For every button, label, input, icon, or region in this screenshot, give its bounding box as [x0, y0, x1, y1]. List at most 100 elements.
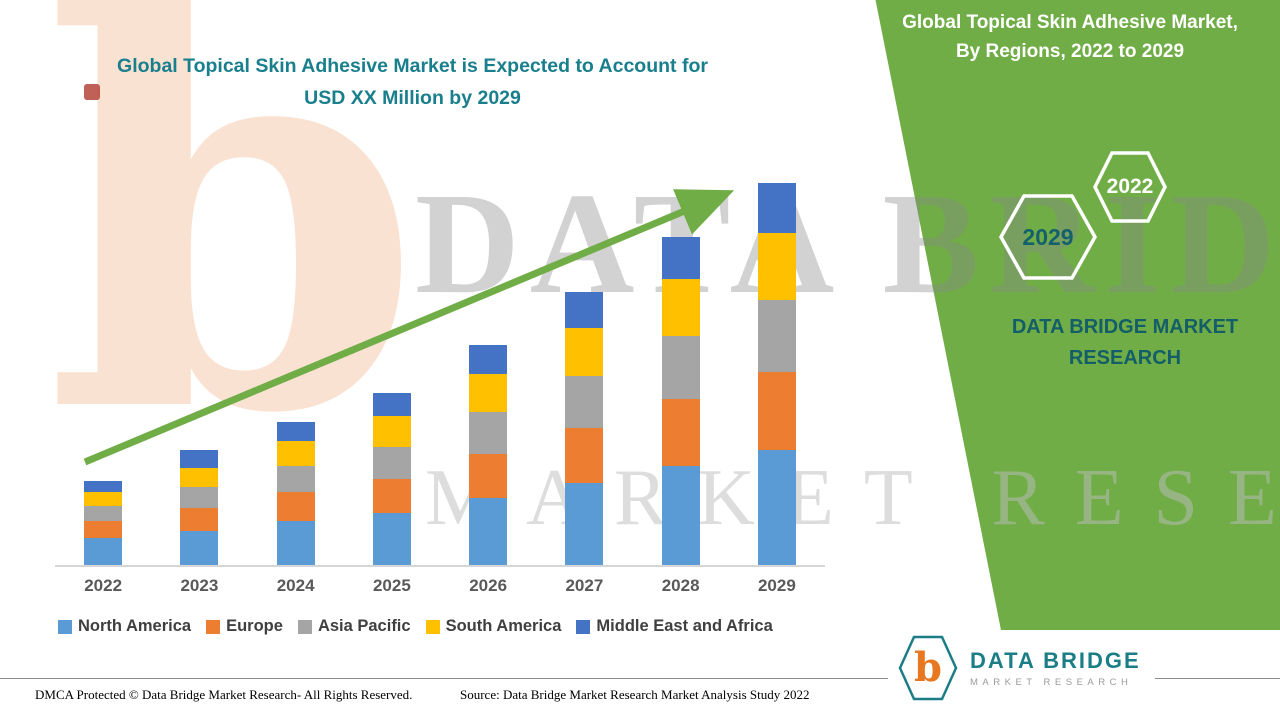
bar-slot-2025 [344, 393, 440, 565]
source-note: Source: Data Bridge Market Research Mark… [460, 687, 810, 702]
x-axis-label-2026: 2026 [469, 576, 508, 595]
x-axis-label-2029: 2029 [757, 576, 796, 595]
bar-segment-2026-north-america [469, 498, 508, 565]
x-axis-label-2024: 2024 [276, 576, 315, 595]
bar-segment-2028-europe [661, 398, 700, 466]
stacked-bar-2027 [565, 291, 604, 565]
stacked-bar-2023 [180, 450, 219, 565]
bar-segment-2023-middle-east-and-africa [180, 450, 219, 468]
bar-segment-2023-asia-pacific [180, 486, 219, 508]
hexagon-outline-icon [898, 635, 958, 701]
legend-swatch-icon [576, 619, 591, 634]
bar-slot-2027 [536, 291, 632, 565]
stacked-bar-2029 [757, 183, 796, 565]
bar-segment-2024-asia-pacific [276, 465, 315, 493]
bar-segment-2029-asia-pacific [757, 299, 796, 373]
logo-name: DATA BRIDGE [970, 648, 1141, 673]
bar-segment-2022-south-america [84, 492, 123, 506]
legend-label: North America [78, 617, 192, 635]
bar-segment-2028-asia-pacific [661, 335, 700, 399]
x-axis-label-2025: 2025 [372, 576, 411, 595]
bar-segment-2026-south-america [469, 374, 508, 413]
bar-slot-2029 [729, 183, 825, 565]
bar-segment-2027-middle-east-and-africa [565, 291, 604, 329]
bar-slot-2023 [151, 450, 247, 565]
bar-segment-2026-europe [469, 454, 508, 499]
stacked-bar-2024 [276, 421, 315, 565]
legend-label: Asia Pacific [317, 617, 411, 635]
bar-segment-2022-asia-pacific [84, 505, 123, 522]
legend-item-south-america: South America [425, 617, 562, 636]
bar-segment-2028-middle-east-and-africa [661, 236, 700, 279]
bar-segment-2024-north-america [276, 521, 315, 565]
bar-segment-2025-south-america [372, 416, 411, 447]
bar-segment-2024-south-america [276, 440, 315, 466]
legend-item-asia-pacific: Asia Pacific [297, 617, 411, 636]
hexagon-outline-icon [998, 194, 1098, 280]
stacked-bar-2022 [84, 481, 123, 565]
stacked-bar-2028 [661, 236, 700, 565]
logo-text: DATA BRIDGE MARKET RESEARCH [970, 648, 1141, 688]
hexagon-year-2029: 2029 [1022, 223, 1074, 250]
legend-swatch-icon [297, 619, 312, 634]
banner-brand-text: DATA BRIDGE MARKET RESEARCH [1000, 312, 1250, 374]
bar-segment-2022-europe [84, 521, 123, 539]
legend-swatch-icon [58, 619, 72, 634]
banner-title: Global Topical Skin Adhesive Market, By … [865, 8, 1275, 67]
banner-title-line1: Global Topical Skin Adhesive Market, [902, 12, 1238, 33]
bar-segment-2026-asia-pacific [469, 412, 508, 455]
bar-segment-2023-south-america [180, 467, 219, 487]
bar-segment-2027-south-america [565, 328, 604, 376]
x-axis-labels: 2022 2023 2024 2025 2026 2027 2028 2029 [55, 567, 825, 596]
databridge-logo: b DATA BRIDGE MARKET RESEARCH [888, 630, 1155, 706]
dmca-notice: DMCA Protected © Data Bridge Market Rese… [35, 687, 413, 702]
stacked-bar-chart: 2022 2023 2024 2025 2026 2027 2028 2029 [55, 180, 825, 596]
page-title: Global Topical Skin Adhesive Market is E… [55, 50, 770, 114]
bar-segment-2026-middle-east-and-africa [469, 345, 508, 375]
x-axis-label-2022: 2022 [84, 576, 123, 595]
hexagon-badge-2029: 2029 [998, 193, 1098, 281]
legend-label: Middle East and Africa [596, 617, 773, 635]
bar-slot-2026 [440, 345, 536, 565]
banner-brand-line2: RESEARCH [1068, 347, 1182, 369]
bar-segment-2023-north-america [180, 530, 219, 565]
bar-segment-2027-north-america [565, 482, 604, 565]
bar-slot-2024 [248, 421, 344, 565]
page-title-line2: USD XX Million by 2029 [304, 87, 521, 110]
legend-item-europe: Europe [206, 617, 283, 636]
bar-segment-2029-south-america [757, 232, 796, 300]
bar-segment-2025-europe [372, 479, 411, 514]
banner-title-line2: By Regions, 2022 to 2029 [955, 41, 1185, 63]
bar-segment-2025-asia-pacific [372, 446, 411, 480]
logo-subtitle: MARKET RESEARCH [970, 677, 1133, 688]
bar-segment-2029-north-america [757, 450, 796, 565]
bars-row [55, 180, 825, 567]
logo-hexagon-icon: b [898, 635, 958, 701]
legend-item-middle-east-and-africa: Middle East and Africa [576, 617, 773, 636]
footer-divider [0, 678, 1280, 679]
x-axis-label-2027: 2027 [565, 576, 604, 595]
bar-segment-2028-north-america [661, 465, 700, 565]
hexagon-year-2022: 2022 [1106, 175, 1154, 198]
hexagon-badge-2022: 2022 [1092, 150, 1168, 224]
bar-segment-2024-europe [276, 492, 315, 522]
bar-segment-2029-middle-east-and-africa [757, 183, 796, 233]
bar-segment-2025-middle-east-and-africa [372, 393, 411, 417]
page-title-line1: Global Topical Skin Adhesive Market is E… [117, 55, 708, 77]
bar-segment-2027-asia-pacific [565, 375, 604, 428]
bar-segment-2022-middle-east-and-africa [84, 481, 123, 493]
banner-brand-line1: DATA BRIDGE MARKET [1011, 316, 1239, 338]
watermark-red-dot [84, 84, 100, 100]
legend-item-north-america: North America [58, 617, 191, 636]
stacked-bar-2025 [372, 393, 411, 565]
bar-segment-2028-south-america [661, 278, 700, 336]
x-axis-label-2023: 2023 [180, 576, 219, 595]
bar-segment-2025-north-america [372, 513, 411, 565]
legend-swatch-icon [206, 619, 221, 634]
legend-label: South America [445, 617, 562, 635]
logo-b-letter: b [914, 644, 942, 691]
bar-slot-2022 [55, 481, 151, 565]
x-axis-label-2028: 2028 [661, 576, 700, 595]
hexagon-outline-icon [1093, 151, 1167, 223]
